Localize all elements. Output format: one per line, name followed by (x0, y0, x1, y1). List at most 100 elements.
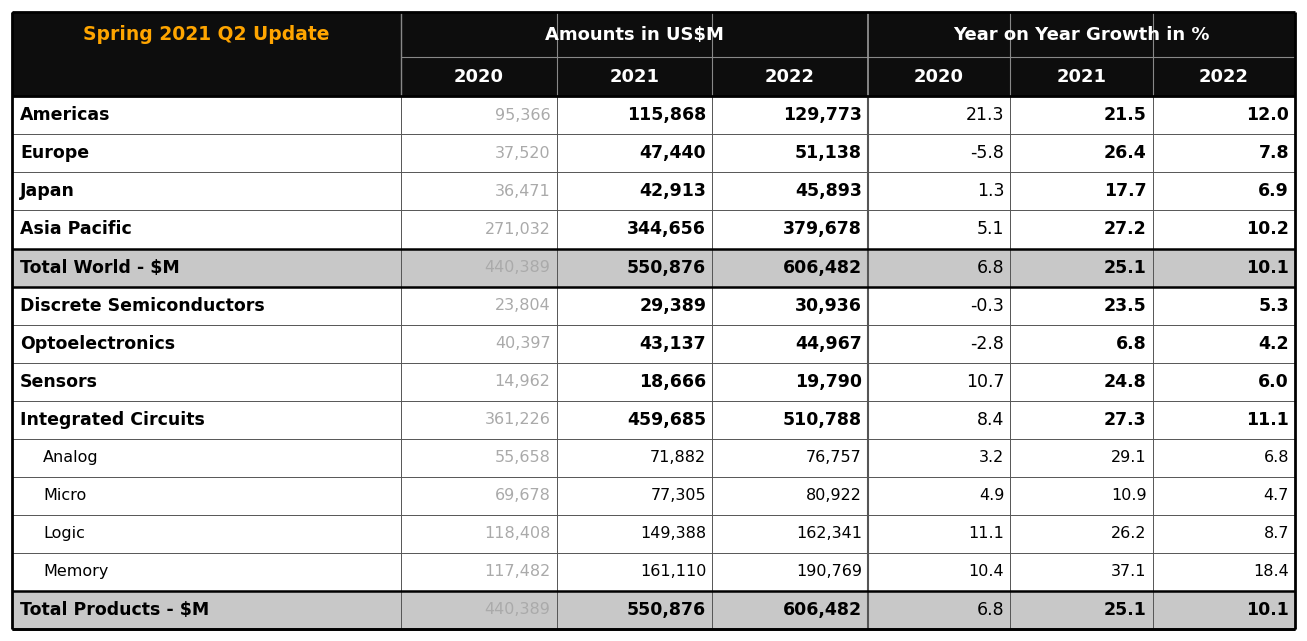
Text: 606,482: 606,482 (783, 258, 861, 276)
Text: Sensors: Sensors (20, 372, 98, 390)
Text: 44,967: 44,967 (795, 335, 861, 353)
Text: 2022: 2022 (765, 68, 816, 86)
Text: Logic: Logic (43, 526, 85, 542)
Text: 6.8: 6.8 (1264, 450, 1289, 465)
Text: 1.3: 1.3 (976, 183, 1004, 201)
Text: 95,366: 95,366 (495, 108, 550, 123)
Text: Japan: Japan (20, 183, 74, 201)
Text: 6.8: 6.8 (976, 258, 1004, 276)
Text: Year on Year Growth in %: Year on Year Growth in % (953, 26, 1210, 44)
Text: Total Products - $M: Total Products - $M (20, 601, 209, 619)
Bar (12, 477, 1295, 515)
Bar (12, 12, 1295, 57)
Text: 7.8: 7.8 (1259, 144, 1289, 162)
Text: 55,658: 55,658 (495, 450, 550, 465)
Text: 550,876: 550,876 (627, 258, 706, 276)
Text: 5.3: 5.3 (1259, 297, 1289, 315)
Text: 149,388: 149,388 (640, 526, 706, 542)
Text: 11.1: 11.1 (1246, 411, 1289, 429)
Text: 17.7: 17.7 (1104, 183, 1146, 201)
Text: Discrete Semiconductors: Discrete Semiconductors (20, 297, 265, 315)
Bar (12, 591, 1295, 629)
Text: 190,769: 190,769 (796, 565, 861, 579)
Text: Micro: Micro (43, 488, 86, 503)
Text: 14,962: 14,962 (495, 374, 550, 389)
Text: -5.8: -5.8 (970, 144, 1004, 162)
Text: Memory: Memory (43, 565, 108, 579)
Bar (12, 363, 1295, 401)
Text: 51,138: 51,138 (795, 144, 861, 162)
Bar (12, 210, 1295, 249)
Text: 162,341: 162,341 (796, 526, 861, 542)
Text: 25.1: 25.1 (1103, 601, 1146, 619)
Text: 6.8: 6.8 (1116, 335, 1146, 353)
Text: 10.7: 10.7 (966, 372, 1004, 390)
Text: 161,110: 161,110 (640, 565, 706, 579)
Text: 606,482: 606,482 (783, 601, 861, 619)
Text: 10.1: 10.1 (1246, 258, 1289, 276)
Text: 29,389: 29,389 (639, 297, 706, 315)
Text: 2020: 2020 (454, 68, 503, 86)
Text: 6.0: 6.0 (1259, 372, 1289, 390)
Text: 6.9: 6.9 (1259, 183, 1289, 201)
Text: 118,408: 118,408 (484, 526, 550, 542)
Text: 4.7: 4.7 (1264, 488, 1289, 503)
Text: 42,913: 42,913 (639, 183, 706, 201)
Text: 40,397: 40,397 (495, 336, 550, 351)
Text: 10.4: 10.4 (968, 565, 1004, 579)
Text: 25.1: 25.1 (1103, 258, 1146, 276)
Bar (12, 135, 1295, 172)
Text: Asia Pacific: Asia Pacific (20, 221, 132, 238)
Text: 29.1: 29.1 (1111, 450, 1146, 465)
Text: 8.7: 8.7 (1264, 526, 1289, 542)
Text: 27.3: 27.3 (1104, 411, 1146, 429)
Text: 27.2: 27.2 (1104, 221, 1146, 238)
Text: 2022: 2022 (1199, 68, 1248, 86)
Text: 45,893: 45,893 (795, 183, 861, 201)
Text: 21.5: 21.5 (1103, 106, 1146, 124)
Text: Europe: Europe (20, 144, 89, 162)
Text: 37,520: 37,520 (495, 146, 550, 161)
Text: 76,757: 76,757 (806, 450, 861, 465)
Bar (12, 57, 1295, 96)
Bar (12, 287, 1295, 324)
Text: 47,440: 47,440 (639, 144, 706, 162)
Bar (12, 172, 1295, 210)
Text: 510,788: 510,788 (783, 411, 861, 429)
Text: 6.8: 6.8 (976, 601, 1004, 619)
Text: 344,656: 344,656 (627, 221, 706, 238)
Text: 115,868: 115,868 (627, 106, 706, 124)
Text: 2021: 2021 (1056, 68, 1107, 86)
Text: 440,389: 440,389 (485, 603, 550, 617)
Text: Total World - $M: Total World - $M (20, 258, 180, 276)
Text: 361,226: 361,226 (485, 412, 550, 428)
Text: -2.8: -2.8 (970, 335, 1004, 353)
Text: 459,685: 459,685 (627, 411, 706, 429)
Text: 3.2: 3.2 (979, 450, 1004, 465)
Text: 71,882: 71,882 (650, 450, 706, 465)
Bar (12, 553, 1295, 591)
Text: 4.9: 4.9 (979, 488, 1004, 503)
Text: Analog: Analog (43, 450, 99, 465)
Text: 11.1: 11.1 (968, 526, 1004, 542)
Text: 36,471: 36,471 (495, 184, 550, 199)
Text: 77,305: 77,305 (651, 488, 706, 503)
Text: 18,666: 18,666 (639, 372, 706, 390)
Text: Americas: Americas (20, 106, 111, 124)
Text: 440,389: 440,389 (485, 260, 550, 275)
Text: Amounts in US$M: Amounts in US$M (545, 26, 724, 44)
Text: 37.1: 37.1 (1111, 565, 1146, 579)
Text: 23.5: 23.5 (1104, 297, 1146, 315)
Text: Spring 2021 Q2 Update: Spring 2021 Q2 Update (84, 25, 329, 44)
Text: 379,678: 379,678 (783, 221, 861, 238)
Text: 19,790: 19,790 (795, 372, 861, 390)
Text: 23,804: 23,804 (495, 298, 550, 313)
Text: 26.2: 26.2 (1111, 526, 1146, 542)
Bar (12, 515, 1295, 553)
Text: 2021: 2021 (609, 68, 659, 86)
Text: 26.4: 26.4 (1104, 144, 1146, 162)
Text: 30,936: 30,936 (795, 297, 861, 315)
Bar (12, 438, 1295, 477)
Text: 5.1: 5.1 (976, 221, 1004, 238)
Text: 18.4: 18.4 (1253, 565, 1289, 579)
